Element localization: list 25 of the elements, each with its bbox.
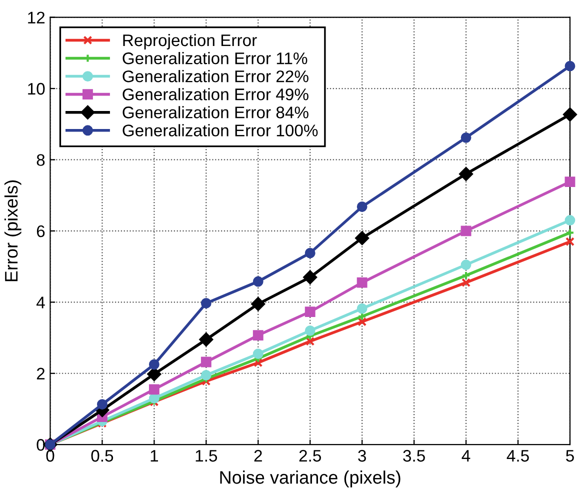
y-tick-label: 0 [36,439,45,451]
x-tick-label: 2.5 [299,450,321,462]
y-tick-label: 12 [28,12,45,24]
x-tick-label: 5 [566,450,574,462]
legend-label: Generalization Error 22% [122,70,308,82]
legend-label: Reprojection Error [123,34,257,50]
y-axis-title: Error (pixels) [4,180,22,282]
legend-label: Generalization Error 84% [122,106,308,118]
x-tick-label: 3.5 [403,450,425,462]
x-tick-label: 2 [254,450,262,462]
legend-label: Generalization Error 100% [122,124,318,136]
y-tick-label: 8 [36,154,45,166]
x-tick-label: 3 [358,450,366,462]
y-tick-label: 6 [36,225,45,238]
x-tick-label: 4 [462,450,470,462]
legend-label: Generalization Error 49% [122,88,308,100]
legend-label: Generalization Error 11% [122,52,308,64]
x-tick-label: 1.5 [196,450,218,462]
y-tick-label: 4 [36,296,45,308]
y-tick-label: 10 [28,82,45,95]
x-tick-label: 4.5 [506,450,529,462]
x-tick-label: 1 [150,450,158,462]
x-tick-label: 0.5 [91,450,114,462]
y-tick-label: 2 [36,368,45,380]
x-axis-title: Noise variance (pixels) [220,470,400,488]
